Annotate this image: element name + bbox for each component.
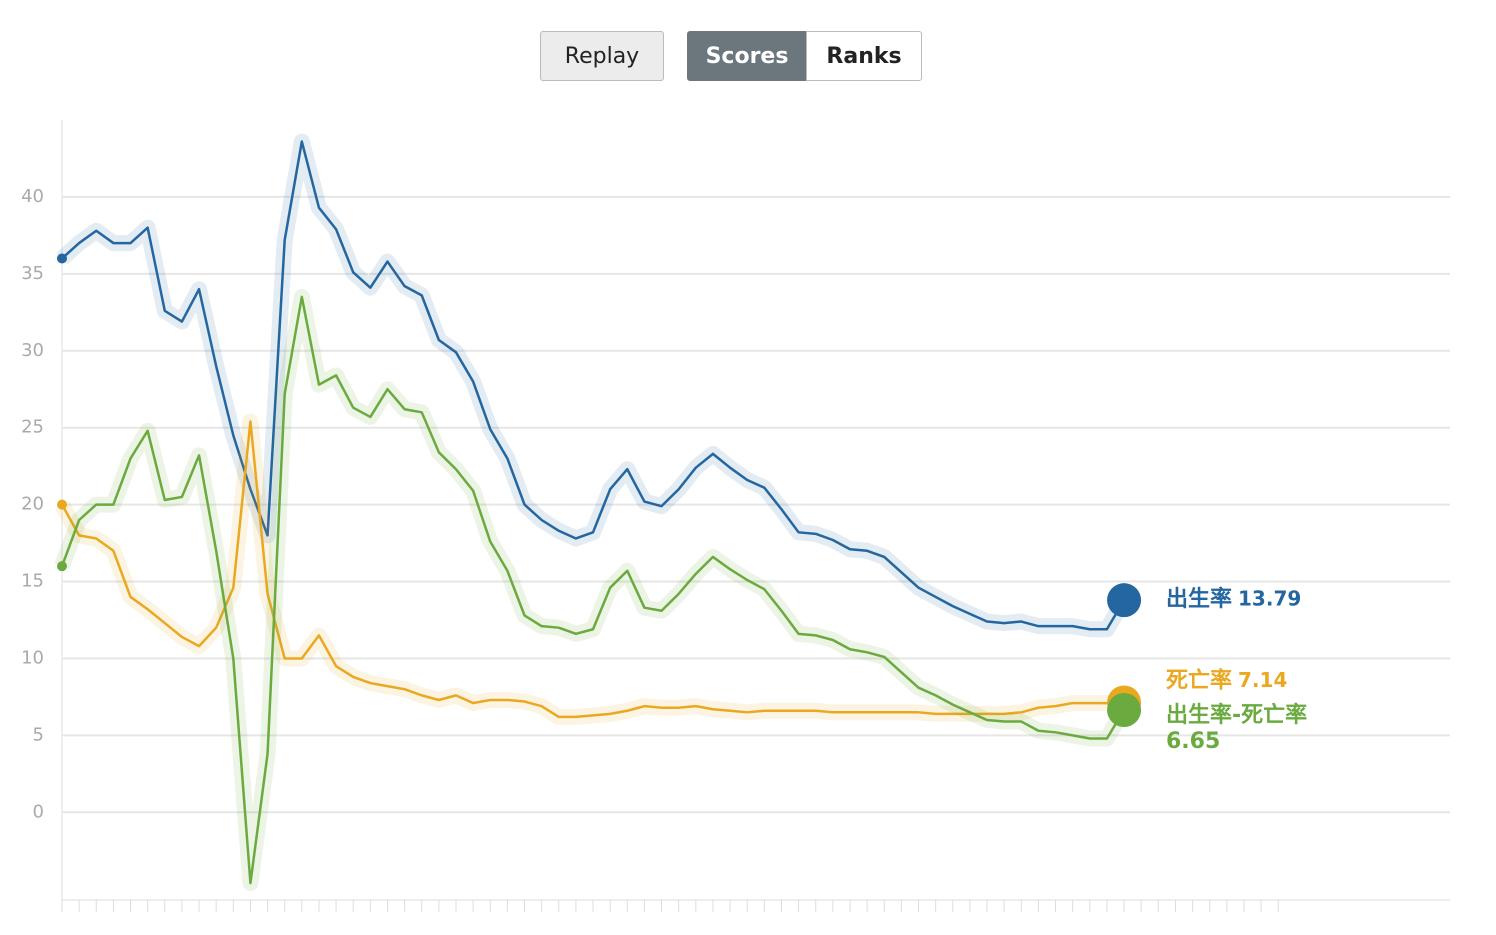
series-label: 死亡率	[1166, 667, 1232, 693]
y-tick-label: 25	[21, 417, 44, 438]
y-tick-label: 20	[21, 494, 44, 515]
series-label: 出生率	[1166, 586, 1232, 612]
value-label: 6.65	[1166, 729, 1220, 754]
start-dot	[57, 499, 67, 510]
y-tick-label: 35	[21, 263, 44, 284]
series-line	[60, 295, 1126, 885]
y-tick-label: 10	[21, 647, 44, 668]
series-line	[61, 140, 1126, 631]
value-label: 7.14	[1238, 668, 1287, 692]
end-dot	[1107, 583, 1142, 618]
y-tick-label: 40	[21, 186, 44, 207]
end-dot	[1107, 693, 1142, 727]
y-tick-label: 5	[33, 724, 44, 745]
value-label: 13.79	[1238, 587, 1301, 611]
y-tick-label: 0	[33, 801, 44, 822]
series-line	[60, 420, 1125, 719]
scores-button[interactable]: Scores	[687, 31, 807, 81]
start-dot	[57, 253, 67, 264]
ranks-button[interactable]: Ranks	[806, 31, 922, 81]
y-tick-label: 15	[21, 571, 44, 592]
start-dot	[57, 561, 67, 572]
y-tick-label: 30	[21, 340, 44, 361]
replay-button[interactable]: Replay	[540, 31, 664, 81]
series-label: 出生率-死亡率	[1166, 702, 1307, 728]
